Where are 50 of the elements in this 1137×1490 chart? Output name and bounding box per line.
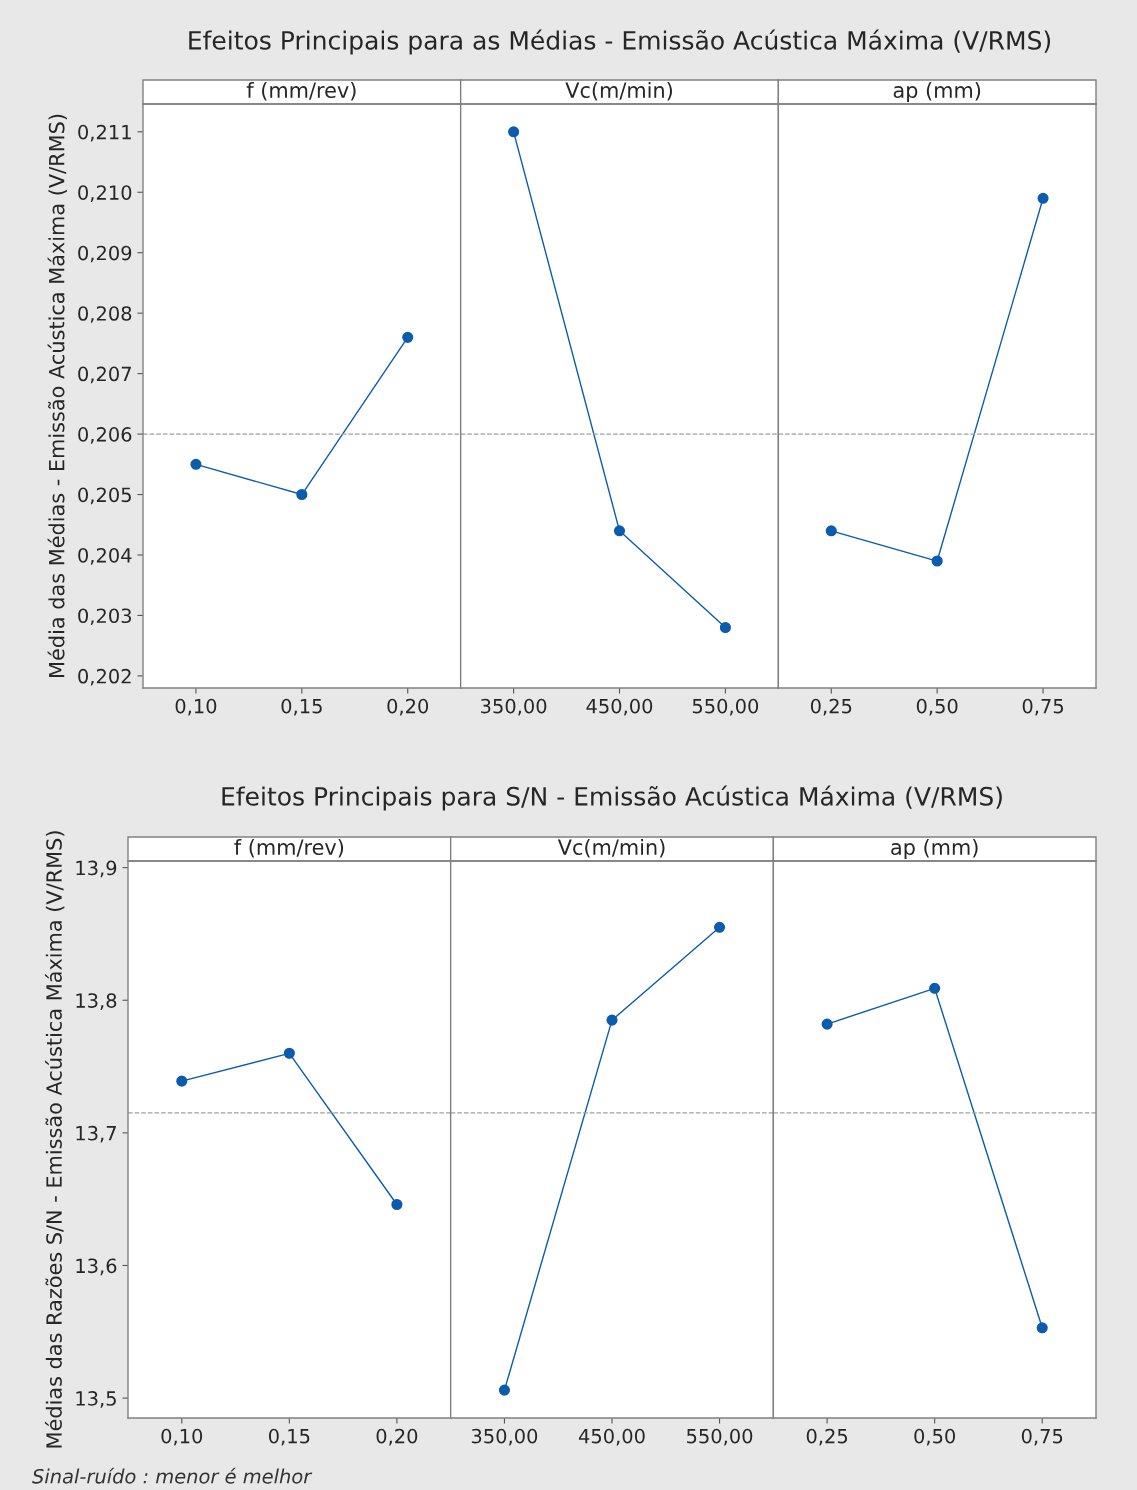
y-tick-label: 0,203 <box>78 608 132 626</box>
chart-title: Vc(m/min) <box>565 81 672 101</box>
x-tick-label: 450,00 <box>586 698 653 716</box>
y-tick-label: 0,207 <box>78 366 131 384</box>
x-tick-label: 0,15 <box>268 1428 310 1446</box>
y-tick-label: 0,205 <box>78 487 131 505</box>
point <box>190 458 202 470</box>
x-tick-label: 0,75 <box>1022 698 1063 716</box>
x-tick-label: 0,10 <box>161 1428 203 1446</box>
y-tick-label: 13,5 <box>76 1391 116 1408</box>
y-axis-title: Média das Médias - Emissão Acústica Máxima (V/RMS) <box>47 114 67 677</box>
chart-title: ap (mm) <box>893 81 981 103</box>
text: Efeitos Principais para as Médias - Emissão Acústica Máxima (V/RMS) <box>189 29 1051 55</box>
point <box>176 1075 188 1087</box>
x-tick-label: 350,00 <box>481 698 547 716</box>
y-tick-label: 13,8 <box>76 993 117 1010</box>
chart-title: Vc(m/min) <box>557 838 665 858</box>
x-tick-label: 350,00 <box>471 1428 538 1446</box>
point <box>402 331 414 343</box>
x-tick-label: 0,25 <box>810 698 852 716</box>
text: Sinal-ruído : menor é melhor <box>32 1467 313 1484</box>
y-tick-label: 0,211 <box>78 124 131 142</box>
y-tick-label: 0,204 <box>78 547 132 565</box>
text: Efeitos Principais para S/N - Emissão Acústica Máxima (V/RMS) <box>222 785 1002 811</box>
x-tick-label: 450,00 <box>578 1428 645 1446</box>
point <box>296 488 308 501</box>
x-tick-label: 0,75 <box>1021 1428 1063 1446</box>
y-tick-label: 0,208 <box>78 306 132 323</box>
x-tick-label: 0,15 <box>281 698 322 716</box>
chart-title: ap (mm) <box>891 838 978 860</box>
point <box>391 1198 403 1211</box>
y-axis-title: Médias das Razões S/N - Emissão Acústica Máxima (V/RMS) <box>44 831 65 1448</box>
x-tick-label: 0,20 <box>387 698 429 716</box>
chart-title: f (mm/rev) <box>246 81 356 101</box>
x-tick-label: 550,00 <box>692 698 759 716</box>
x-tick-label: 0,50 <box>916 698 958 716</box>
x-tick-label: 0,50 <box>914 1428 956 1446</box>
y-tick-label: 13,7 <box>76 1125 116 1143</box>
y-tick-label: 0,206 <box>78 427 132 444</box>
x-tick-label: 0,20 <box>376 1428 418 1446</box>
y-tick-label: 13,9 <box>76 860 117 878</box>
x-tick-label: 0,10 <box>175 698 217 716</box>
y-tick-label: 0,209 <box>78 245 132 263</box>
x-tick-label: 0,25 <box>806 1428 848 1446</box>
y-tick-label: 0,202 <box>78 668 131 686</box>
chart-title: f (mm/rev) <box>234 838 344 858</box>
point <box>283 1047 295 1059</box>
y-tick-label: 0,210 <box>78 185 132 202</box>
y-tick-label: 13,6 <box>76 1258 117 1276</box>
x-tick-label: 550,00 <box>687 1428 753 1446</box>
